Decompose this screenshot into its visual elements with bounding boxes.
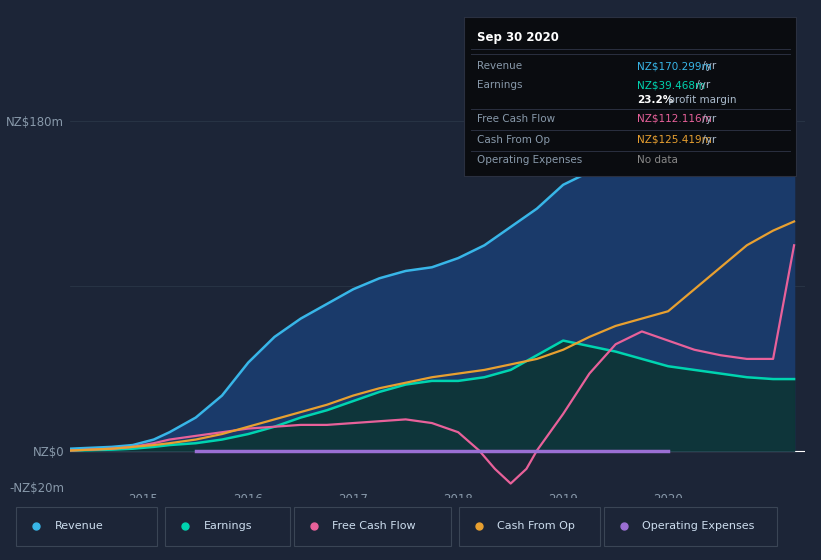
Text: Free Cash Flow: Free Cash Flow [477,114,555,124]
Text: 23.2%: 23.2% [637,95,673,105]
Text: NZ$170.299m: NZ$170.299m [637,61,711,71]
Text: No data: No data [637,156,677,165]
Text: /yr: /yr [699,135,716,144]
Text: /yr: /yr [699,61,716,71]
Text: Operating Expenses: Operating Expenses [642,521,754,531]
Text: profit margin: profit margin [665,95,736,105]
Text: Earnings: Earnings [204,521,252,531]
Text: NZ$39.468m: NZ$39.468m [637,81,705,90]
Text: Sep 30 2020: Sep 30 2020 [477,31,559,44]
Text: NZ$112.116m: NZ$112.116m [637,114,712,124]
Text: Free Cash Flow: Free Cash Flow [333,521,416,531]
Text: Cash From Op: Cash From Op [477,135,550,144]
Text: Cash From Op: Cash From Op [498,521,576,531]
Text: Operating Expenses: Operating Expenses [477,156,582,165]
Text: Revenue: Revenue [55,521,103,531]
Text: /yr: /yr [699,114,716,124]
Text: Earnings: Earnings [477,81,523,90]
Text: Revenue: Revenue [477,61,522,71]
Text: /yr: /yr [693,81,710,90]
Text: NZ$125.419m: NZ$125.419m [637,135,712,144]
